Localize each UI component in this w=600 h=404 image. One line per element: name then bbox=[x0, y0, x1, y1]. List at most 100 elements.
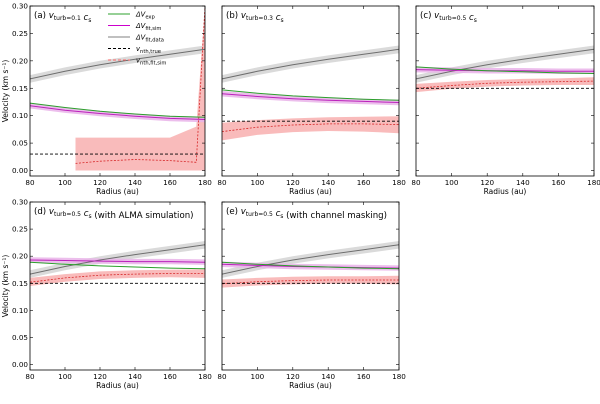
plot-area bbox=[222, 45, 399, 141]
x-tick-label: 160 bbox=[552, 178, 566, 187]
series-line-v-nth-fit-sim bbox=[222, 123, 399, 132]
x-tick-label: 140 bbox=[128, 372, 142, 381]
band--v-fit-data bbox=[416, 45, 594, 83]
x-tick-label: 140 bbox=[516, 178, 530, 187]
y-tick-label: 0.00 bbox=[12, 166, 28, 175]
x-tick-label: 140 bbox=[128, 178, 142, 187]
panel-frame bbox=[29, 5, 206, 177]
band-v-nth-fit-sim bbox=[30, 269, 205, 286]
x-tick-label: 100 bbox=[445, 178, 459, 187]
legend-label: vnth,fit,sim bbox=[136, 57, 166, 67]
x-tick-label: 140 bbox=[321, 372, 335, 381]
plot-area bbox=[30, 6, 205, 171]
panel-1: 80 100 120 140 160 180 0.00 0.05 0.10 0.15 0.20 0.2… bbox=[1, 2, 212, 197]
x-axis-label: Radius (au) bbox=[484, 187, 527, 196]
x-tick-label: 80 bbox=[25, 178, 35, 187]
series-line--v-fit-data bbox=[222, 48, 399, 80]
series-line--v-fit-sim bbox=[30, 105, 205, 120]
x-axis-label: Radius (au) bbox=[289, 187, 332, 196]
panel-title: (c) vturb=0.5 cs bbox=[420, 11, 477, 24]
legend-label: vnth,true bbox=[136, 45, 161, 55]
series-line-v-nth-fit-sim bbox=[75, 6, 205, 164]
series-line-v-nth-fit-sim bbox=[30, 273, 205, 283]
x-tick-label: 100 bbox=[58, 372, 72, 381]
plot-area bbox=[416, 45, 594, 93]
y-tick-label: 0.05 bbox=[12, 333, 28, 342]
y-tick-label: 0.25 bbox=[12, 29, 28, 38]
y-tick-label: 0.15 bbox=[12, 84, 28, 93]
series-line--v-fit-sim bbox=[30, 259, 205, 263]
x-tick-label: 180 bbox=[198, 372, 212, 381]
x-tick-label: 120 bbox=[286, 372, 300, 381]
legend-label: ΔVfit,data bbox=[135, 34, 164, 44]
x-tick-label: 180 bbox=[198, 178, 212, 187]
x-tick-label: 120 bbox=[480, 178, 494, 187]
band--v-fit-data bbox=[222, 241, 399, 278]
x-tick-label: 180 bbox=[392, 372, 406, 381]
series-line-v-nth-fit-sim bbox=[222, 279, 399, 285]
panel-4: 80 100 120 140 160 180 0.00 0.05 0.10 0.15 0.20 0.2… bbox=[1, 198, 212, 391]
band-v-nth-fit-sim bbox=[75, 6, 205, 171]
series-line--v-exp bbox=[222, 261, 399, 270]
x-tick-label: 120 bbox=[93, 178, 107, 187]
y-tick-label: 0.30 bbox=[12, 2, 28, 11]
panel-title: (d) vturb=0.5 cs (with ALMA simulation) bbox=[34, 207, 194, 221]
band-v-nth-fit-sim bbox=[416, 77, 594, 93]
x-tick-label: 100 bbox=[251, 372, 265, 381]
band--v-fit-sim bbox=[222, 91, 399, 106]
panel-frame bbox=[221, 5, 400, 177]
x-tick-label: 80 bbox=[217, 372, 227, 381]
x-tick-label: 120 bbox=[93, 372, 107, 381]
plot-area bbox=[222, 241, 399, 288]
panel-5: 80 100 120 140 160 180 Radius (au) (e) vturb=0.… bbox=[217, 201, 406, 390]
y-tick-label: 0.25 bbox=[12, 225, 28, 234]
series-line--v-fit-sim bbox=[222, 93, 399, 103]
x-tick-label: 80 bbox=[411, 178, 421, 187]
y-tick-label: 0.20 bbox=[12, 252, 28, 261]
series-line-v-nth-fit-sim bbox=[416, 80, 594, 89]
x-axis-label: Radius (au) bbox=[289, 381, 332, 390]
x-axis-label: Radius (au) bbox=[96, 187, 139, 196]
y-tick-label: 0.30 bbox=[12, 198, 28, 207]
panel-title: (b) vturb=0.3 cs bbox=[226, 11, 284, 24]
series-line--v-fit-sim bbox=[416, 69, 594, 72]
x-tick-label: 120 bbox=[286, 178, 300, 187]
y-axis-label: Velocity (km s⁻¹) bbox=[1, 255, 10, 318]
y-tick-label: 0.00 bbox=[12, 360, 28, 369]
series-line--v-exp bbox=[30, 261, 205, 270]
y-tick-label: 0.10 bbox=[12, 111, 28, 120]
panel-3: 80 100 120 140 160 180 Radius (au) (c) vturb=0.… bbox=[411, 5, 600, 196]
series-line--v-exp bbox=[416, 66, 594, 74]
band--v-fit-data bbox=[30, 45, 205, 83]
x-tick-label: 180 bbox=[587, 178, 600, 187]
y-tick-label: 0.05 bbox=[12, 139, 28, 148]
x-tick-label: 80 bbox=[25, 372, 35, 381]
series-line--v-fit-data bbox=[30, 244, 205, 275]
series-line--v-exp bbox=[30, 102, 205, 118]
plot-area bbox=[30, 241, 205, 286]
panel-title: (a) vturb=0.1 cs bbox=[34, 11, 91, 24]
series-line--v-fit-data bbox=[416, 48, 594, 80]
series-line--v-exp bbox=[222, 89, 399, 101]
legend-label: ΔVfit,sim bbox=[135, 22, 161, 32]
legend-label: ΔVexp bbox=[135, 11, 155, 21]
x-tick-label: 180 bbox=[392, 178, 406, 187]
panel-title: (e) vturb=0.5 cs (with channel masking) bbox=[226, 207, 387, 221]
series-line--v-fit-data bbox=[30, 48, 205, 80]
panel-frame bbox=[415, 5, 595, 177]
band--v-fit-data bbox=[222, 45, 399, 83]
y-axis-label: Velocity (km s⁻¹) bbox=[1, 60, 10, 123]
x-tick-label: 100 bbox=[251, 178, 265, 187]
series-line--v-fit-data bbox=[222, 244, 399, 275]
band-v-nth-fit-sim bbox=[222, 275, 399, 288]
x-tick-label: 100 bbox=[58, 178, 72, 187]
y-tick-label: 0.10 bbox=[12, 306, 28, 315]
panel-2: 80 100 120 140 160 180 Radius (au) (b) vturb=0.… bbox=[217, 5, 406, 196]
x-tick-label: 160 bbox=[163, 178, 177, 187]
x-tick-label: 160 bbox=[357, 372, 371, 381]
y-tick-label: 0.15 bbox=[12, 279, 28, 288]
x-tick-label: 160 bbox=[357, 178, 371, 187]
